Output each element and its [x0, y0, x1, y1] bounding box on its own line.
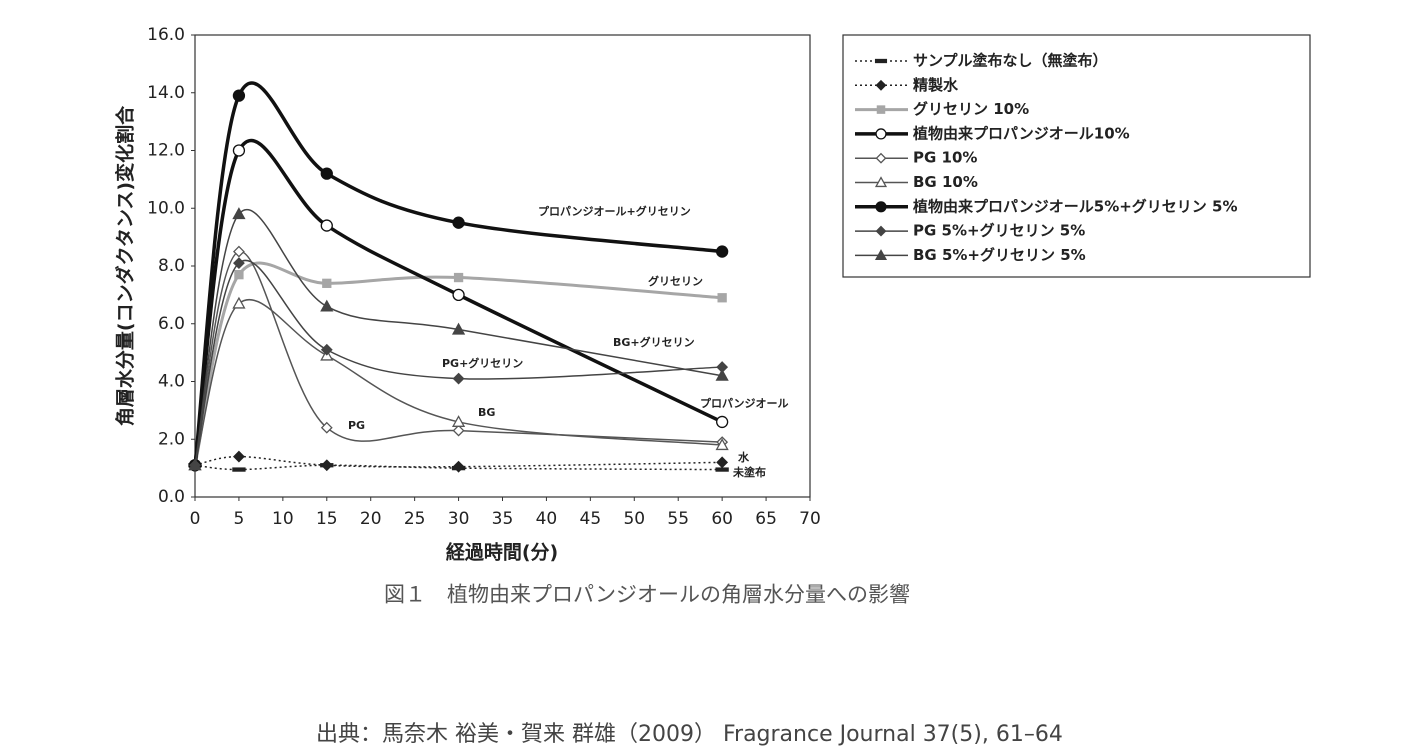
- annotation: プロパンジオール: [700, 396, 789, 410]
- annotation: グリセリン: [648, 274, 703, 288]
- annotation: 水: [738, 450, 750, 464]
- x-tick-label: 40: [536, 509, 558, 529]
- marker: [232, 467, 246, 472]
- marker: [452, 424, 465, 437]
- annotation: 未塗布: [732, 465, 766, 479]
- marker: [452, 460, 465, 473]
- x-tick-label: 10: [272, 509, 294, 529]
- x-tick-label: 70: [799, 509, 821, 529]
- plot-frame: [194, 34, 811, 498]
- y-tick-label: 8.0: [158, 256, 185, 276]
- marker: [715, 438, 729, 451]
- x-tick-label: 25: [404, 509, 426, 529]
- y-tick-label: 4.0: [158, 372, 185, 392]
- x-tick-label: 55: [667, 509, 689, 529]
- caption: 図１ 植物由来プロパンジオールの角層水分量への影響: [384, 583, 910, 607]
- marker: [232, 89, 246, 102]
- y-tick-label: 12.0: [147, 141, 185, 161]
- marker: [715, 467, 729, 472]
- marker: [452, 372, 465, 385]
- x-tick-label: 35: [492, 509, 514, 529]
- marker: [233, 257, 245, 270]
- x-tick-label: 30: [448, 509, 470, 529]
- x-tick-label: 5: [234, 509, 245, 529]
- x-tick-label: 50: [623, 509, 645, 529]
- marker: [875, 79, 887, 91]
- marker: [232, 296, 246, 309]
- marker: [451, 415, 466, 427]
- legend-label: 精製水: [913, 76, 959, 94]
- legend-label: PG 5%+グリセリン 5%: [913, 222, 1085, 240]
- legend-label: PG 10%: [913, 149, 977, 167]
- marker: [320, 299, 334, 312]
- marker: [874, 249, 888, 261]
- marker: [320, 219, 333, 232]
- series-line: [194, 455, 723, 468]
- y-tick-label: 14.0: [147, 83, 185, 103]
- marker: [875, 201, 887, 213]
- marker: [453, 272, 464, 283]
- x-tick-label: 20: [360, 509, 382, 529]
- legend-label: BG 10%: [913, 173, 978, 191]
- marker: [233, 245, 245, 258]
- series-line: [193, 81, 723, 466]
- marker: [232, 144, 246, 157]
- y-tick-label: 2.0: [158, 429, 185, 449]
- marker: [875, 152, 887, 164]
- annotation: プロパンジオール+グリセリン: [538, 204, 691, 218]
- marker: [717, 293, 727, 303]
- legend-label: グリセリン 10%: [913, 100, 1029, 118]
- y-tick-label: 6.0: [158, 314, 185, 334]
- marker: [322, 278, 332, 288]
- marker: [233, 450, 245, 463]
- marker: [716, 456, 729, 469]
- legend-label: BG 5%+グリセリン 5%: [913, 246, 1086, 264]
- annotation: BG+グリセリン: [613, 335, 695, 349]
- marker: [875, 128, 887, 140]
- marker: [451, 322, 466, 335]
- marker: [452, 288, 465, 302]
- marker: [320, 167, 333, 180]
- marker: [874, 176, 888, 188]
- annotation: PG+グリセリン: [442, 356, 523, 370]
- marker: [320, 343, 333, 356]
- series-line: [194, 298, 723, 466]
- legend-label: サンプル塗布なし（無塗布）: [913, 52, 1108, 70]
- marker: [232, 207, 246, 220]
- marker: [876, 105, 886, 114]
- marker: [234, 270, 244, 280]
- legend-label: 植物由来プロパンジオール5%+グリセリン 5%: [913, 197, 1237, 215]
- x-tick-label: 45: [580, 509, 602, 529]
- annotation: PG: [348, 419, 365, 432]
- y-tick-label: 16.0: [147, 25, 185, 45]
- y-axis-label: 角層水分量(コンダクタンス)変化割合: [114, 105, 137, 426]
- marker: [874, 58, 888, 64]
- source: 出典：馬奈木 裕美・賀来 群雄（2009） Fragrance Journal …: [316, 722, 1063, 747]
- x-tick-label: 0: [190, 509, 201, 529]
- legend-frame: [842, 34, 1311, 278]
- x-tick-label: 15: [316, 509, 338, 529]
- marker: [875, 225, 887, 237]
- marker: [715, 415, 729, 429]
- marker: [715, 245, 729, 258]
- legend-label: 植物由来プロパンジオール10%: [913, 124, 1130, 142]
- y-tick-label: 10.0: [147, 198, 185, 218]
- y-tick-label: 0.0: [158, 487, 185, 507]
- annotation: BG: [478, 406, 495, 419]
- marker: [188, 458, 202, 471]
- marker: [320, 421, 333, 434]
- marker: [452, 216, 465, 229]
- x-tick-label: 60: [711, 509, 733, 529]
- marker: [715, 368, 729, 381]
- x-tick-label: 65: [755, 509, 777, 529]
- marker: [320, 459, 333, 472]
- x-axis-label: 経過時間(分): [446, 541, 558, 564]
